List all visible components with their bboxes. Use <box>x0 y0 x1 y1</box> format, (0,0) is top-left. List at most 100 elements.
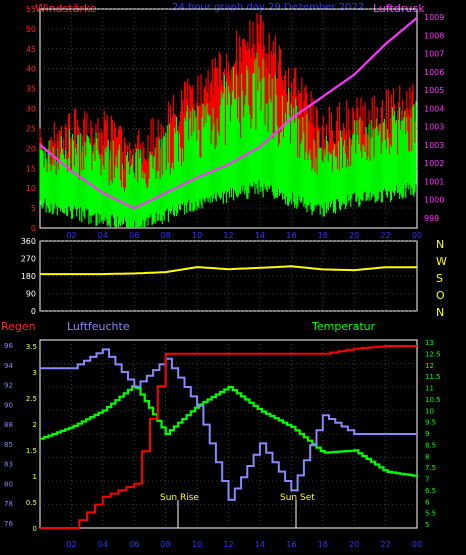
rain-y-tick-label: 2.5 <box>26 395 37 403</box>
humidity-y-tick-label: 80 <box>4 480 13 488</box>
humidity-label: Luftfeuchte <box>67 320 130 333</box>
x-tick-label: 10 <box>192 231 202 240</box>
x-tick-label: 16 <box>286 540 296 549</box>
humidity-y-ticks: 76 78 80 83 85 88 90 92 94 96 <box>4 342 13 528</box>
x-tick-label: 22 <box>380 231 390 240</box>
temperature-y-tick-label: 8.5 <box>425 441 436 449</box>
compass-letter: N <box>436 306 444 319</box>
temperature-y-tick-label: 12.5 <box>425 350 441 358</box>
rain-y-tick-label: 1.5 <box>26 447 37 455</box>
humidity-y-tick-label: 96 <box>4 342 13 350</box>
wind-y-tick-label: 40 <box>26 65 36 74</box>
x-tick-label: 14 <box>255 540 265 549</box>
rain-y-tick-label: 2 <box>33 421 37 429</box>
humidity-y-tick-label: 85 <box>4 441 13 449</box>
temperature-y-tick-label: 7 <box>425 476 429 484</box>
compass-letter: N <box>436 238 444 251</box>
x-tick-label: 04 <box>98 540 108 549</box>
temperature-line <box>40 385 419 477</box>
pressure-y-tick-label: 1006 <box>424 68 444 77</box>
x-tick-label: 04 <box>98 231 108 240</box>
pressure-y-ticks: 999 1000 1001 1002 1003 1003 1004 1005 1006 1007 1… <box>424 13 444 223</box>
direction-y-ticks: 0 90 180 270 360 <box>21 237 36 316</box>
temperature-y-tick-label: 6.5 <box>425 487 436 495</box>
x-tick-label: 16 <box>286 231 296 240</box>
rain-line <box>40 345 417 529</box>
pressure-y-tick-label: 1002 <box>424 159 444 168</box>
wind-y-tick-label: 25 <box>26 124 36 133</box>
wind-y-tick-label: 45 <box>26 45 36 54</box>
humidity-y-tick-label: 78 <box>4 500 13 508</box>
pressure-y-tick-label: 1008 <box>424 31 444 40</box>
pressure-y-tick-label: 999 <box>424 214 439 223</box>
chart-title: 24 hour graph day 29 Dezember 2022 <box>172 2 364 13</box>
sun-rise-label: Sun Rise <box>160 493 199 503</box>
bottom-x-ticks: 02 04 06 08 10 12 14 16 18 20 22 00 <box>66 540 422 549</box>
x-tick-label: 10 <box>192 540 202 549</box>
humidity-line <box>40 348 417 501</box>
wind-y-tick-label: 15 <box>26 164 36 173</box>
rain-label: Regen <box>1 320 36 333</box>
direction-panel-grid <box>40 240 417 312</box>
temperature-label: Temperatur <box>311 320 376 333</box>
wind-y-tick-label: 55 <box>26 5 36 14</box>
x-tick-label: 06 <box>129 231 139 240</box>
x-tick-label: 06 <box>129 540 139 549</box>
sun-set-label: Sun Set <box>280 493 315 503</box>
temperature-y-tick-label: 10.5 <box>425 396 441 404</box>
wind-x-ticks: 02 04 06 08 10 12 14 16 18 20 22 00 <box>66 231 422 240</box>
x-tick-label: 12 <box>223 231 233 240</box>
x-tick-label: 20 <box>349 231 359 240</box>
x-tick-label: 00 <box>412 540 422 549</box>
compass-letter: O <box>436 289 445 302</box>
temperature-y-tick-label: 5 <box>425 521 429 529</box>
x-tick-label: 00 <box>412 231 422 240</box>
rain-y-tick-label: 1 <box>33 473 37 481</box>
temperature-y-tick-label: 9 <box>425 430 429 438</box>
temperature-y-tick-label: 9.5 <box>425 419 436 427</box>
direction-y-tick-label: 270 <box>21 255 36 264</box>
x-tick-label: 08 <box>161 540 171 549</box>
humidity-y-tick-label: 94 <box>4 362 13 370</box>
wind-y-ticks: 0 5 10 15 20 25 30 35 40 45 50 55 <box>26 5 36 233</box>
temperature-y-tick-label: 7.5 <box>425 464 436 472</box>
temperature-y-tick-label: 12 <box>425 362 434 370</box>
x-tick-label: 20 <box>349 540 359 549</box>
x-tick-label: 22 <box>380 540 390 549</box>
wind-y-tick-label: 0 <box>31 224 36 233</box>
compass-letter: S <box>436 272 443 285</box>
pressure-y-tick-label: 1007 <box>424 50 444 59</box>
direction-y-tick-label: 90 <box>26 290 36 299</box>
temperature-y-ticks: 5 5.5 6 6.5 7 7.5 8 8.5 9 9.5 10 10.5 11 11.5 12 12.5 13 <box>425 339 441 529</box>
wind-y-tick-label: 5 <box>31 204 36 213</box>
rain-y-tick-label: 3 <box>33 369 37 377</box>
x-tick-label: 08 <box>161 231 171 240</box>
temperature-y-tick-label: 11 <box>425 385 434 393</box>
pressure-y-tick-label: 1005 <box>424 86 444 95</box>
x-tick-label: 18 <box>318 540 328 549</box>
pressure-y-tick-label: 1003 <box>424 141 444 150</box>
rain-y-tick-label: 0 <box>33 525 37 533</box>
pressure-line <box>39 16 418 210</box>
pressure-y-tick-label: 1000 <box>424 196 444 205</box>
temperature-y-tick-label: 6 <box>425 498 430 506</box>
humidity-y-tick-label: 76 <box>4 520 13 528</box>
x-tick-label: 18 <box>318 231 328 240</box>
x-tick-label: 02 <box>66 231 76 240</box>
pressure-y-tick-label: 1003 <box>424 123 444 132</box>
temperature-y-tick-label: 8 <box>425 453 429 461</box>
x-tick-label: 12 <box>223 540 233 549</box>
direction-y-tick-label: 180 <box>21 272 36 281</box>
rain-y-tick-label: 3.5 <box>26 343 37 351</box>
wind-y-tick-label: 30 <box>26 105 36 114</box>
temperature-y-tick-label: 10 <box>425 407 434 415</box>
temperature-y-tick-label: 5.5 <box>425 510 436 518</box>
wind-series-group <box>39 13 417 228</box>
humidity-y-tick-label: 92 <box>4 382 13 390</box>
rain-y-tick-label: 0.5 <box>26 499 37 507</box>
humidity-y-tick-label: 83 <box>4 461 13 469</box>
wind-y-tick-label: 10 <box>26 184 36 193</box>
rain-y-ticks: 0 0.5 1 1.5 2 2.5 3 3.5 <box>26 343 37 533</box>
wind-y-tick-label: 35 <box>26 85 36 94</box>
